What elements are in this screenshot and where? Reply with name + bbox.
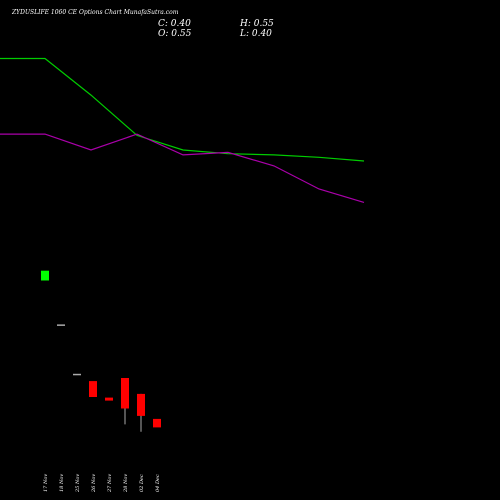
low-value: L: 0.40 xyxy=(239,29,272,39)
x-tick-label: 02 Dec xyxy=(139,474,145,492)
candle-body xyxy=(89,381,97,397)
chart-title: ZYDUSLIFE 1060 CE Options Chart MunafaSu… xyxy=(11,9,179,16)
x-tick-label: 26 Nov xyxy=(91,474,97,493)
series-line-0 xyxy=(0,57,365,162)
candle-6 xyxy=(137,393,145,432)
candle-body xyxy=(121,378,129,409)
candle-4 xyxy=(105,397,113,401)
candle-body xyxy=(105,397,113,401)
candle-1 xyxy=(57,324,65,326)
candles xyxy=(41,270,161,432)
series-line-1 xyxy=(0,133,365,203)
candle-0 xyxy=(41,270,49,281)
candle-body xyxy=(73,373,81,376)
close-value: C: 0.40 xyxy=(158,19,191,29)
x-tick-label: 27 Nov xyxy=(107,474,113,493)
high-value: H: 0.55 xyxy=(239,19,274,29)
candle-body xyxy=(41,270,49,281)
x-axis-ticks: 17 Nov 18 Nov 25 Nov 26 Nov 27 Nov 28 Nov 02 D… xyxy=(43,474,161,493)
x-tick-label: 04 Dec xyxy=(155,474,161,492)
candle-5 xyxy=(121,378,129,425)
moving-average-lines xyxy=(0,57,365,203)
candle-3 xyxy=(89,381,97,397)
x-tick-label: 18 Nov xyxy=(59,474,65,492)
x-tick-label: 25 Nov xyxy=(75,474,81,493)
x-tick-label: 28 Nov xyxy=(123,474,129,493)
candle-body xyxy=(57,324,65,326)
candle-2 xyxy=(73,373,81,376)
open-value: O: 0.55 xyxy=(158,29,192,39)
x-tick-label: 17 Nov xyxy=(43,474,49,492)
candle-7 xyxy=(153,418,161,428)
candle-body xyxy=(153,418,161,428)
candle-body xyxy=(137,393,145,416)
